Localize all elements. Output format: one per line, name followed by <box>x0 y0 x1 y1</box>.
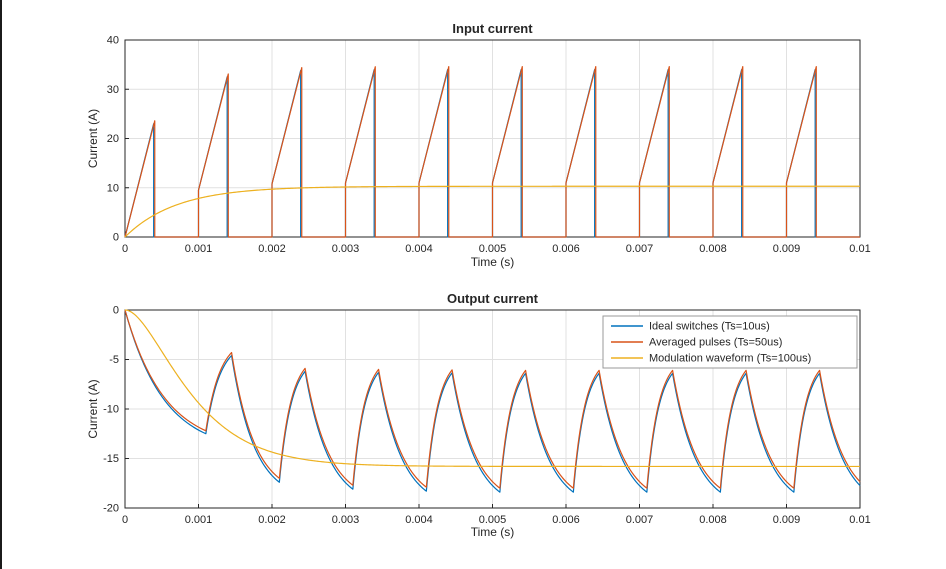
x-tick-label: 0.004 <box>405 514 433 526</box>
x-tick-label: 0.004 <box>405 243 433 255</box>
input-current-plot-area: 0 0.001 0.002 0.003 0.004 0.005 0.006 0.007 0.00… <box>107 35 871 256</box>
series-line <box>124 185 860 238</box>
output-current-plot-area: 0 0.001 0.002 0.003 0.004 0.005 0.006 0.007 0.00… <box>103 305 871 527</box>
legend-entry-label: Ideal switches (Ts=10us) <box>649 321 770 333</box>
x-tick-label: 0.009 <box>773 243 801 255</box>
input-chart-title: Input current <box>452 21 533 36</box>
y-tick-label: -15 <box>103 453 119 465</box>
x-tick-label: 0.008 <box>699 514 727 526</box>
y-tick-label: 40 <box>107 35 119 47</box>
output-y-axis-label: Current (A) <box>86 379 100 438</box>
y-tick-label: 0 <box>113 305 119 317</box>
x-tick-label: 0.005 <box>479 514 507 526</box>
x-tick-label: 0 <box>122 514 128 526</box>
y-tick-label: 0 <box>113 232 119 244</box>
x-tick-label: 0.009 <box>773 514 801 526</box>
y-tick-label: -5 <box>109 354 119 366</box>
legend-box[interactable] <box>602 315 858 369</box>
legend-entry-label: Averaged pulses (Ts=50us) <box>649 337 782 349</box>
x-tick-label: 0.002 <box>258 243 286 255</box>
series-line <box>124 309 861 489</box>
input-current-chart: 0 0.001 0.002 0.003 0.004 0.005 0.006 0.007 0.00… <box>86 21 871 269</box>
input-x-axis-label: Time (s) <box>471 255 515 269</box>
x-tick-label: 0.003 <box>332 243 360 255</box>
x-tick-label: 0.006 <box>552 243 580 255</box>
y-tick-label: -20 <box>103 503 119 515</box>
series-line <box>124 66 860 238</box>
output-chart-title: Output current <box>447 291 539 306</box>
input-y-axis-label: Current (A) <box>86 109 100 168</box>
x-tick-label: 0.006 <box>552 514 580 526</box>
x-tick-label: 0.001 <box>185 514 213 526</box>
x-tick-label: 0.002 <box>258 514 286 526</box>
y-tick-label: 20 <box>107 133 119 145</box>
x-tick-label: 0.005 <box>479 243 507 255</box>
y-tick-label: 10 <box>107 182 119 194</box>
legend-entry-label: Modulation waveform (Ts=100us) <box>649 353 811 365</box>
x-tick-label: 0 <box>122 243 128 255</box>
series-line <box>124 309 860 468</box>
x-tick-label: 0.003 <box>332 514 360 526</box>
x-tick-label: 0.01 <box>849 243 870 255</box>
x-tick-label: 0.01 <box>849 514 870 526</box>
x-tick-label: 0.007 <box>626 514 654 526</box>
output-current-chart: 0 0.001 0.002 0.003 0.004 0.005 0.006 0.007 0.00… <box>86 291 871 539</box>
x-tick-label: 0.007 <box>626 243 654 255</box>
output-x-axis-label: Time (s) <box>471 525 515 539</box>
x-tick-label: 0.001 <box>185 243 213 255</box>
y-tick-label: -10 <box>103 404 119 416</box>
x-tick-label: 0.008 <box>699 243 727 255</box>
y-tick-label: 30 <box>107 84 119 96</box>
